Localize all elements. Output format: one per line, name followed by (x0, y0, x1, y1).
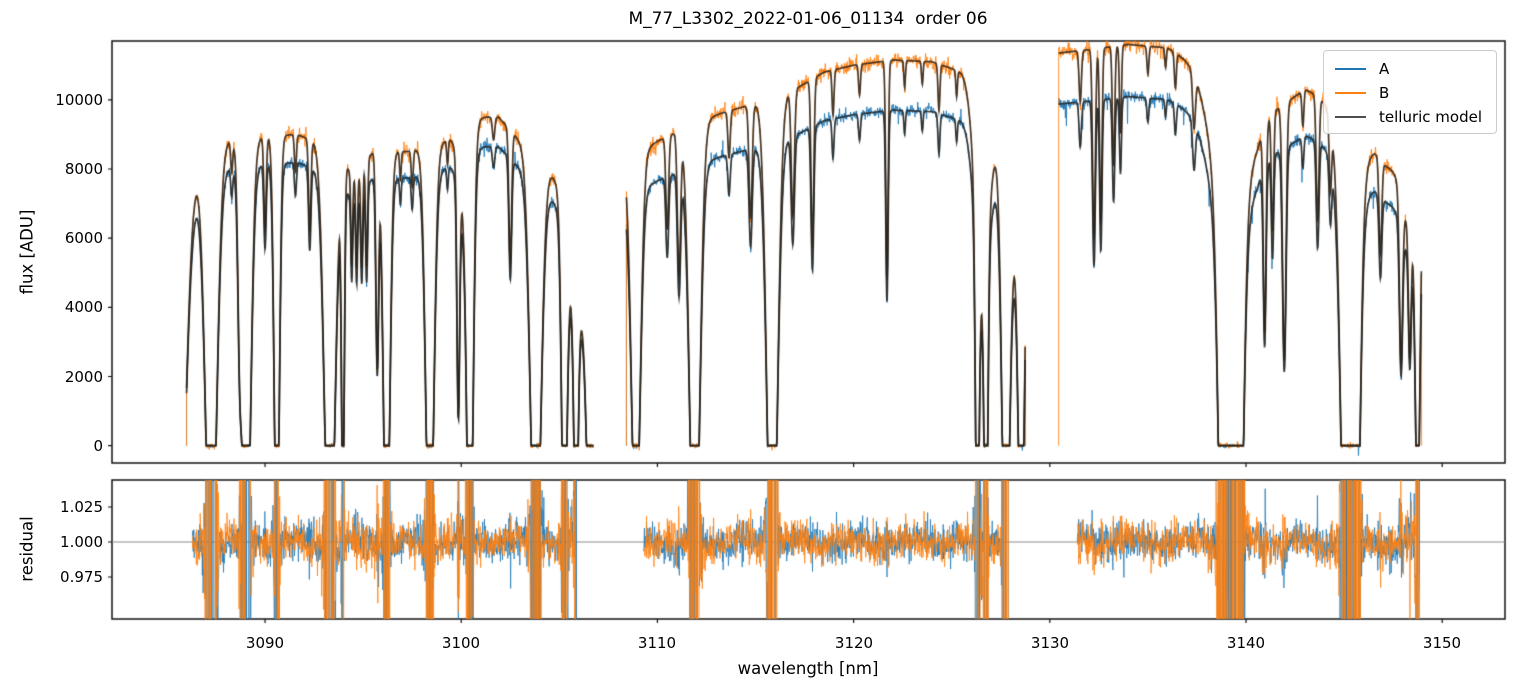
flux-tick-label: 10000 (55, 91, 103, 109)
residual-tick-label: 1.000 (60, 533, 103, 551)
flux-tick-label: 2000 (64, 368, 103, 386)
legend-entry-telluric-model: telluric model (1335, 105, 1496, 129)
legend-label-telluric-model: telluric model (1379, 108, 1483, 126)
legend-label-a: A (1379, 60, 1390, 78)
x-tick-label: 3130 (1030, 634, 1070, 652)
legend-line-swatch-b (1335, 92, 1366, 94)
x-tick-label: 3090 (245, 634, 285, 652)
legend-line-swatch-a (1335, 68, 1366, 70)
x-tick-label: 3110 (637, 634, 677, 652)
flux-tick-label: 6000 (64, 229, 103, 247)
x-tick-label: 3120 (834, 634, 874, 652)
x-axis-label: wavelength [nm] (737, 659, 879, 678)
legend-entry-b: B (1335, 81, 1496, 105)
legend-entry-a: A (1335, 57, 1496, 81)
flux-tick-label: 4000 (64, 298, 103, 316)
x-tick-label: 3140 (1226, 634, 1266, 652)
residual-tick-label: 0.975 (60, 568, 103, 586)
legend-line-swatch-telluric-model (1335, 116, 1366, 118)
x-tick-label: 3150 (1422, 634, 1462, 652)
residual-tick-label: 1.025 (60, 498, 103, 516)
flux-tick-label: 8000 (64, 160, 103, 178)
flux-axis-label: flux [ADU] (17, 209, 37, 295)
plot-title: M_77_L3302_2022-01-06_01134 order 06 (628, 9, 988, 29)
flux-tick-label: 0 (93, 437, 103, 455)
legend-label-b: B (1379, 84, 1390, 102)
legend: A B telluric model (1323, 50, 1497, 134)
x-tick-label: 3100 (441, 634, 481, 652)
